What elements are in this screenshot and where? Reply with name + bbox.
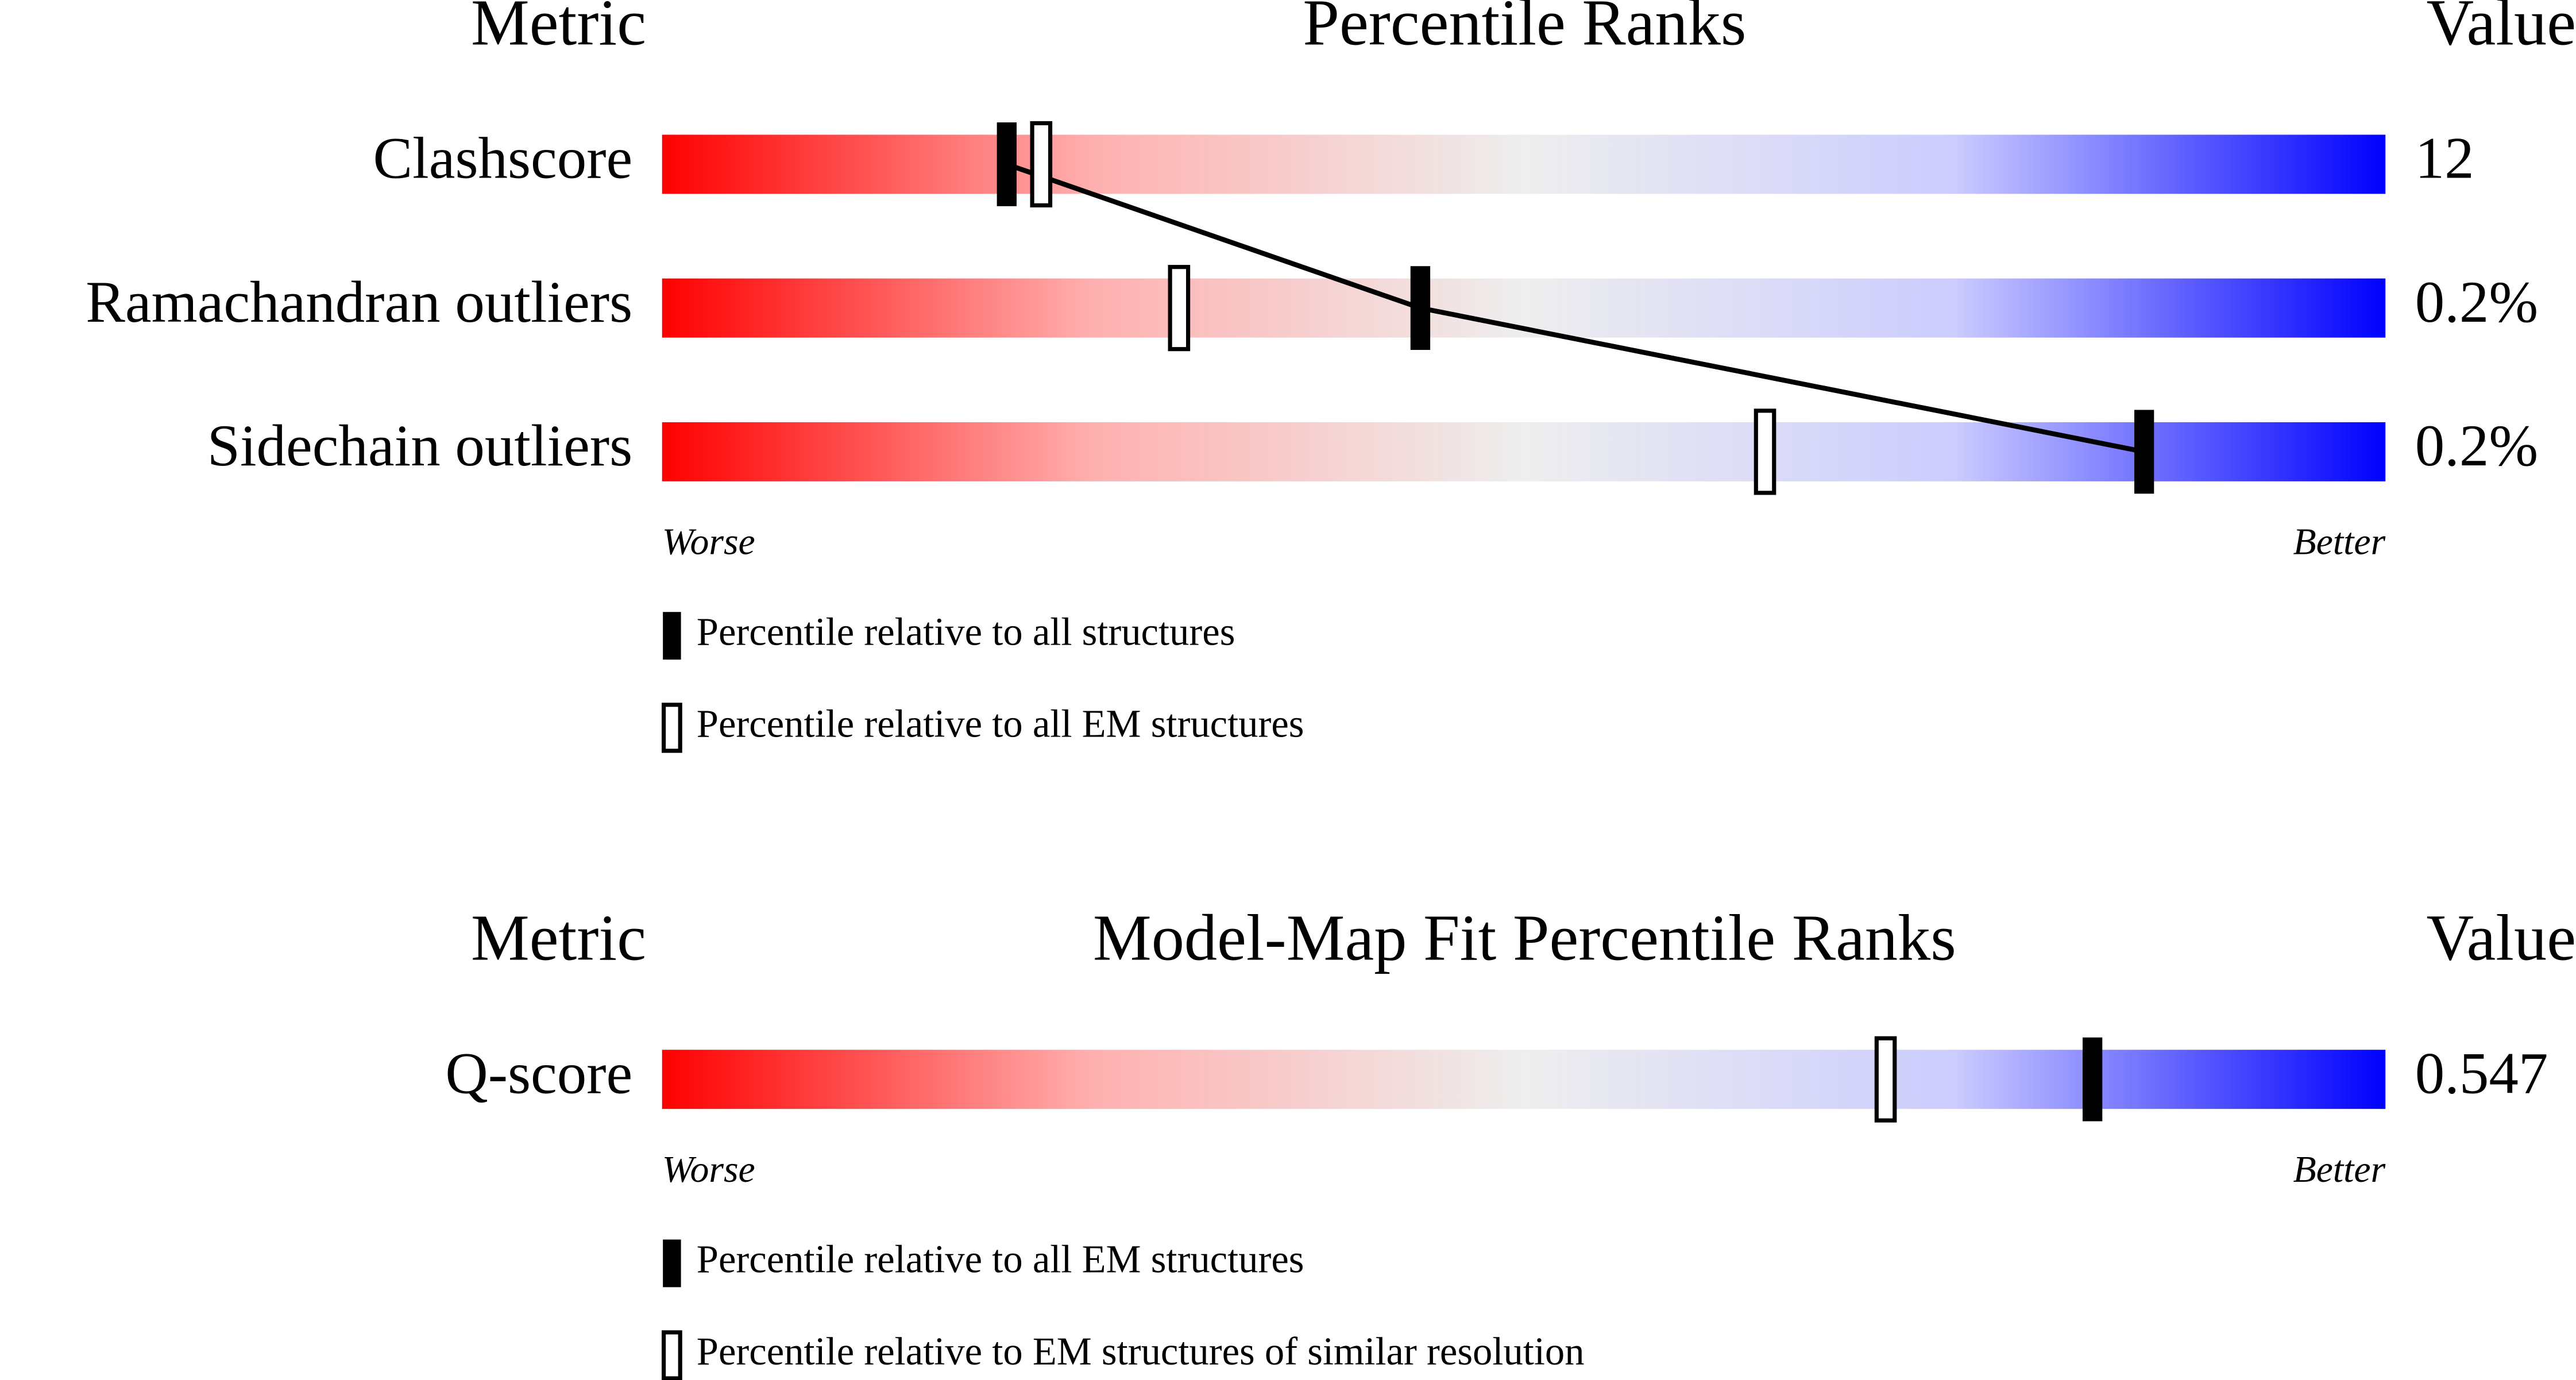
better-label: Better [2293,1148,2385,1190]
worse-label: Worse [662,521,755,562]
legend-label: Percentile relative to EM structures of … [697,1329,1585,1373]
metric-label: Q-score [445,1040,632,1106]
metric-header: Metric [471,901,646,974]
marker-filled [997,122,1017,206]
chart-title: Model-Map Fit Percentile Ranks [1093,901,1956,974]
marker-filled [2134,410,2154,494]
better-label: Better [2293,521,2385,562]
legend-label: Percentile relative to all structures [697,610,1235,653]
metric-value: 0.547 [2415,1040,2548,1106]
metric-label: Ramachandran outliers [86,269,632,335]
legend-marker [663,1239,681,1288]
legend-label: Percentile relative to all EM structures [697,702,1304,746]
value-header: Value [2427,0,2576,59]
legend-marker [661,703,682,753]
metric-value: 0.2% [2415,413,2538,479]
metric-label: Clashscore [373,126,632,191]
marker-hollow [1168,265,1191,352]
metric-header: Metric [471,0,646,59]
value-header: Value [2427,901,2576,974]
chart-title: Percentile Ranks [1303,0,1746,59]
worse-label: Worse [662,1148,755,1190]
percentile-bar [662,134,2386,194]
legend-marker [661,1330,682,1380]
percentile-bar [662,422,2386,481]
metric-value: 12 [2415,126,2474,191]
legend-marker [663,612,681,660]
metric-label: Sidechain outliers [207,413,633,479]
legend-label: Percentile relative to all EM structures [697,1238,1304,1281]
marker-hollow [1874,1036,1897,1123]
marker-filled [1410,266,1431,350]
marker-hollow [1754,408,1776,495]
percentile-bar [662,1050,2386,1109]
marker-hollow [1030,121,1053,208]
metric-value: 0.2% [2415,269,2538,335]
marker-filled [2082,1037,2103,1121]
